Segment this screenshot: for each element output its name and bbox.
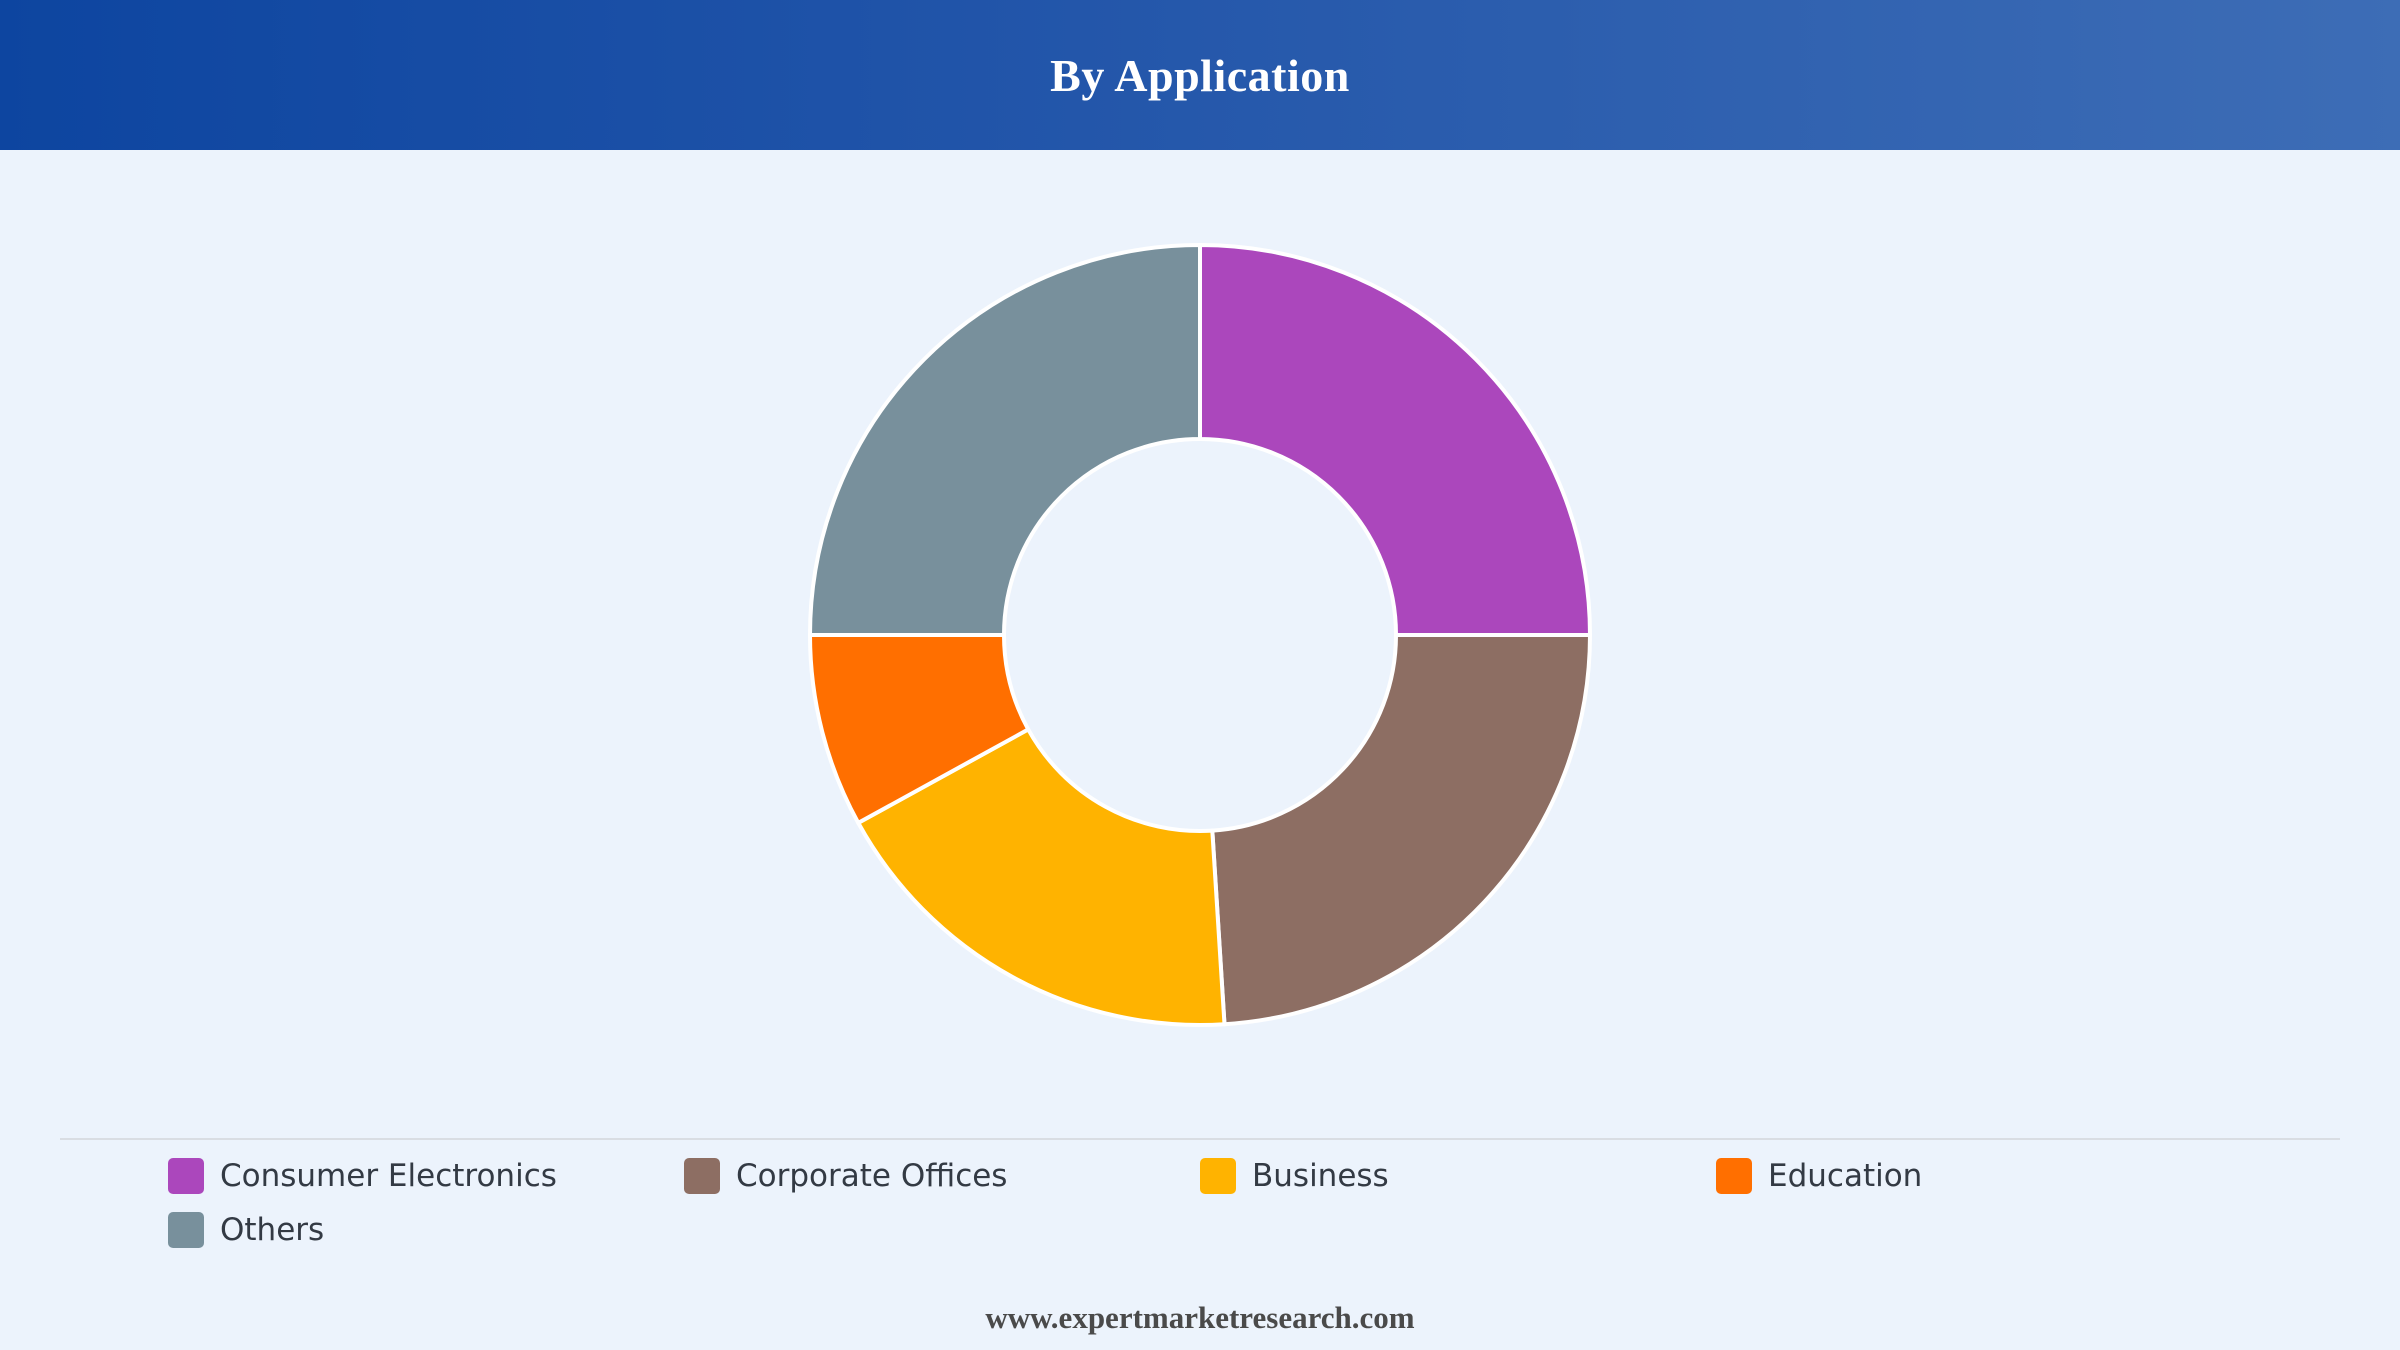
legend-swatch <box>168 1158 204 1194</box>
legend-divider <box>60 1138 2340 1140</box>
legend-label: Business <box>1252 1158 1389 1194</box>
chart-title: By Application <box>1050 49 1350 101</box>
legend-item-others[interactable]: Others <box>168 1211 324 1249</box>
slice-business[interactable] <box>856 727 1227 1027</box>
legend-swatch <box>684 1158 720 1194</box>
legend-item-corporate-offices[interactable]: Corporate Offices <box>684 1157 1007 1195</box>
slice-others[interactable] <box>808 243 1202 637</box>
footer-url: www.expertmarketresearch.com <box>985 1300 1415 1335</box>
slice-corporate-offices[interactable] <box>1210 633 1592 1027</box>
legend-item-business[interactable]: Business <box>1200 1157 1389 1195</box>
legend-swatch <box>168 1212 204 1248</box>
legend-label: Consumer Electronics <box>220 1158 557 1194</box>
legend-swatch <box>1200 1158 1236 1194</box>
legend-item-education[interactable]: Education <box>1716 1157 1922 1195</box>
donut-slices <box>808 243 1592 1027</box>
legend-label: Education <box>1768 1158 1923 1194</box>
legend-label: Corporate Offices <box>736 1158 1008 1194</box>
header-bar: By Application <box>0 0 2400 150</box>
legend-label: Others <box>220 1212 325 1248</box>
slice-consumer-electronics[interactable] <box>1198 243 1592 637</box>
legend-item-consumer-electronics[interactable]: Consumer Electronics <box>168 1157 557 1195</box>
legend-swatch <box>1716 1158 1752 1194</box>
